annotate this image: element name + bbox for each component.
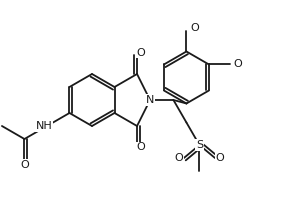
- Text: O: O: [233, 59, 242, 69]
- Text: O: O: [175, 153, 183, 163]
- Text: O: O: [137, 142, 146, 152]
- Text: O: O: [137, 47, 146, 57]
- Text: O: O: [20, 160, 29, 170]
- Text: O: O: [216, 153, 224, 163]
- Text: S: S: [196, 140, 203, 150]
- Text: NH: NH: [36, 121, 52, 131]
- Text: O: O: [190, 23, 199, 33]
- Text: N: N: [146, 95, 154, 105]
